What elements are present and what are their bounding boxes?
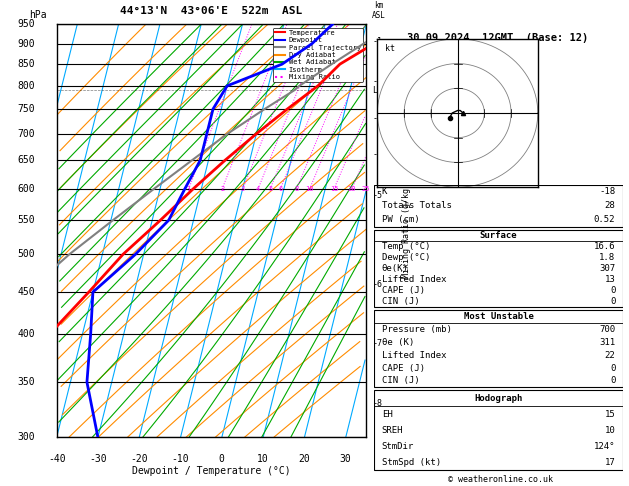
Text: -40: -40 bbox=[48, 454, 65, 464]
Text: 20: 20 bbox=[299, 454, 310, 464]
Text: Mixing Ratio (g/kg): Mixing Ratio (g/kg) bbox=[402, 183, 411, 278]
Text: Lifted Index: Lifted Index bbox=[382, 350, 446, 360]
Text: 0: 0 bbox=[219, 454, 225, 464]
Text: 1: 1 bbox=[187, 186, 191, 192]
Text: hPa: hPa bbox=[29, 10, 47, 20]
Text: 600: 600 bbox=[18, 184, 35, 194]
Text: 400: 400 bbox=[18, 330, 35, 339]
Text: 4: 4 bbox=[256, 186, 260, 192]
Legend: Temperature, Dewpoint, Parcel Trajectory, Dry Adiabat, Wet Adiabat, Isotherm, Mi: Temperature, Dewpoint, Parcel Trajectory… bbox=[272, 28, 363, 82]
Text: 0: 0 bbox=[610, 297, 615, 306]
Text: PW (cm): PW (cm) bbox=[382, 215, 420, 225]
Text: 22: 22 bbox=[604, 350, 615, 360]
Text: -10: -10 bbox=[172, 454, 189, 464]
Text: 10: 10 bbox=[305, 186, 314, 192]
Text: 10: 10 bbox=[257, 454, 269, 464]
Text: 13: 13 bbox=[604, 275, 615, 284]
Text: Lifted Index: Lifted Index bbox=[382, 275, 446, 284]
Text: StmSpd (kt): StmSpd (kt) bbox=[382, 458, 441, 467]
Text: θe(K): θe(K) bbox=[382, 264, 409, 273]
Text: -6: -6 bbox=[372, 280, 382, 289]
Text: 750: 750 bbox=[18, 104, 35, 114]
Text: 44°13'N  43°06'E  522m  ASL: 44°13'N 43°06'E 522m ASL bbox=[120, 6, 303, 16]
Text: 900: 900 bbox=[18, 39, 35, 49]
Text: -7: -7 bbox=[372, 339, 382, 348]
Text: 17: 17 bbox=[604, 458, 615, 467]
Text: Hodograph: Hodograph bbox=[474, 394, 523, 403]
Text: 30: 30 bbox=[340, 454, 352, 464]
Text: -2: -2 bbox=[372, 77, 382, 86]
Text: 350: 350 bbox=[18, 377, 35, 387]
Text: 550: 550 bbox=[18, 215, 35, 225]
Text: 16.6: 16.6 bbox=[594, 242, 615, 251]
Text: -18: -18 bbox=[599, 187, 615, 196]
Text: 30.09.2024  12GMT  (Base: 12): 30.09.2024 12GMT (Base: 12) bbox=[407, 33, 588, 43]
Text: kt: kt bbox=[386, 44, 396, 53]
Text: © weatheronline.co.uk: © weatheronline.co.uk bbox=[448, 474, 552, 484]
Text: 20: 20 bbox=[348, 186, 356, 192]
Text: 800: 800 bbox=[18, 81, 35, 91]
Text: 950: 950 bbox=[18, 19, 35, 29]
Text: CIN (J): CIN (J) bbox=[382, 297, 420, 306]
Text: θe (K): θe (K) bbox=[382, 338, 414, 347]
Text: 15: 15 bbox=[330, 186, 338, 192]
Text: 450: 450 bbox=[18, 287, 35, 297]
Text: 700: 700 bbox=[599, 325, 615, 334]
Text: 28: 28 bbox=[604, 201, 615, 210]
Text: 25: 25 bbox=[362, 186, 370, 192]
Text: 500: 500 bbox=[18, 249, 35, 260]
Text: 300: 300 bbox=[18, 433, 35, 442]
Text: 124°: 124° bbox=[594, 442, 615, 451]
Text: 0.52: 0.52 bbox=[594, 215, 615, 225]
Text: 3: 3 bbox=[241, 186, 245, 192]
Text: CAPE (J): CAPE (J) bbox=[382, 364, 425, 373]
Text: 700: 700 bbox=[18, 129, 35, 139]
Text: -1: -1 bbox=[372, 37, 382, 46]
Text: Temp (°C): Temp (°C) bbox=[382, 242, 430, 251]
Text: Most Unstable: Most Unstable bbox=[464, 312, 533, 321]
Text: 0: 0 bbox=[610, 286, 615, 295]
Text: CAPE (J): CAPE (J) bbox=[382, 286, 425, 295]
Text: 2: 2 bbox=[220, 186, 225, 192]
Text: 5: 5 bbox=[268, 186, 272, 192]
Text: -20: -20 bbox=[130, 454, 148, 464]
Text: -3: -3 bbox=[372, 114, 382, 123]
Text: 0: 0 bbox=[610, 364, 615, 373]
Text: CIN (J): CIN (J) bbox=[382, 376, 420, 385]
Text: Totals Totals: Totals Totals bbox=[382, 201, 452, 210]
Text: -5: -5 bbox=[372, 191, 382, 200]
Text: 1.8: 1.8 bbox=[599, 253, 615, 262]
Text: -8: -8 bbox=[372, 399, 382, 408]
Text: Dewp (°C): Dewp (°C) bbox=[382, 253, 430, 262]
Text: Dewpoint / Temperature (°C): Dewpoint / Temperature (°C) bbox=[132, 467, 291, 476]
Text: 650: 650 bbox=[18, 156, 35, 165]
Text: 311: 311 bbox=[599, 338, 615, 347]
Text: LCL: LCL bbox=[372, 86, 387, 95]
Text: K: K bbox=[382, 187, 387, 196]
Text: Surface: Surface bbox=[480, 231, 517, 240]
Text: 850: 850 bbox=[18, 59, 35, 69]
Text: 307: 307 bbox=[599, 264, 615, 273]
Text: km
ASL: km ASL bbox=[372, 1, 386, 20]
Text: 6: 6 bbox=[278, 186, 282, 192]
Text: SREH: SREH bbox=[382, 426, 403, 435]
Text: 10: 10 bbox=[604, 426, 615, 435]
Text: EH: EH bbox=[382, 410, 392, 419]
Text: -30: -30 bbox=[89, 454, 107, 464]
Text: 0: 0 bbox=[610, 376, 615, 385]
Text: 8: 8 bbox=[294, 186, 299, 192]
Text: 15: 15 bbox=[604, 410, 615, 419]
Text: -4: -4 bbox=[372, 150, 382, 159]
Text: StmDir: StmDir bbox=[382, 442, 414, 451]
Text: Pressure (mb): Pressure (mb) bbox=[382, 325, 452, 334]
